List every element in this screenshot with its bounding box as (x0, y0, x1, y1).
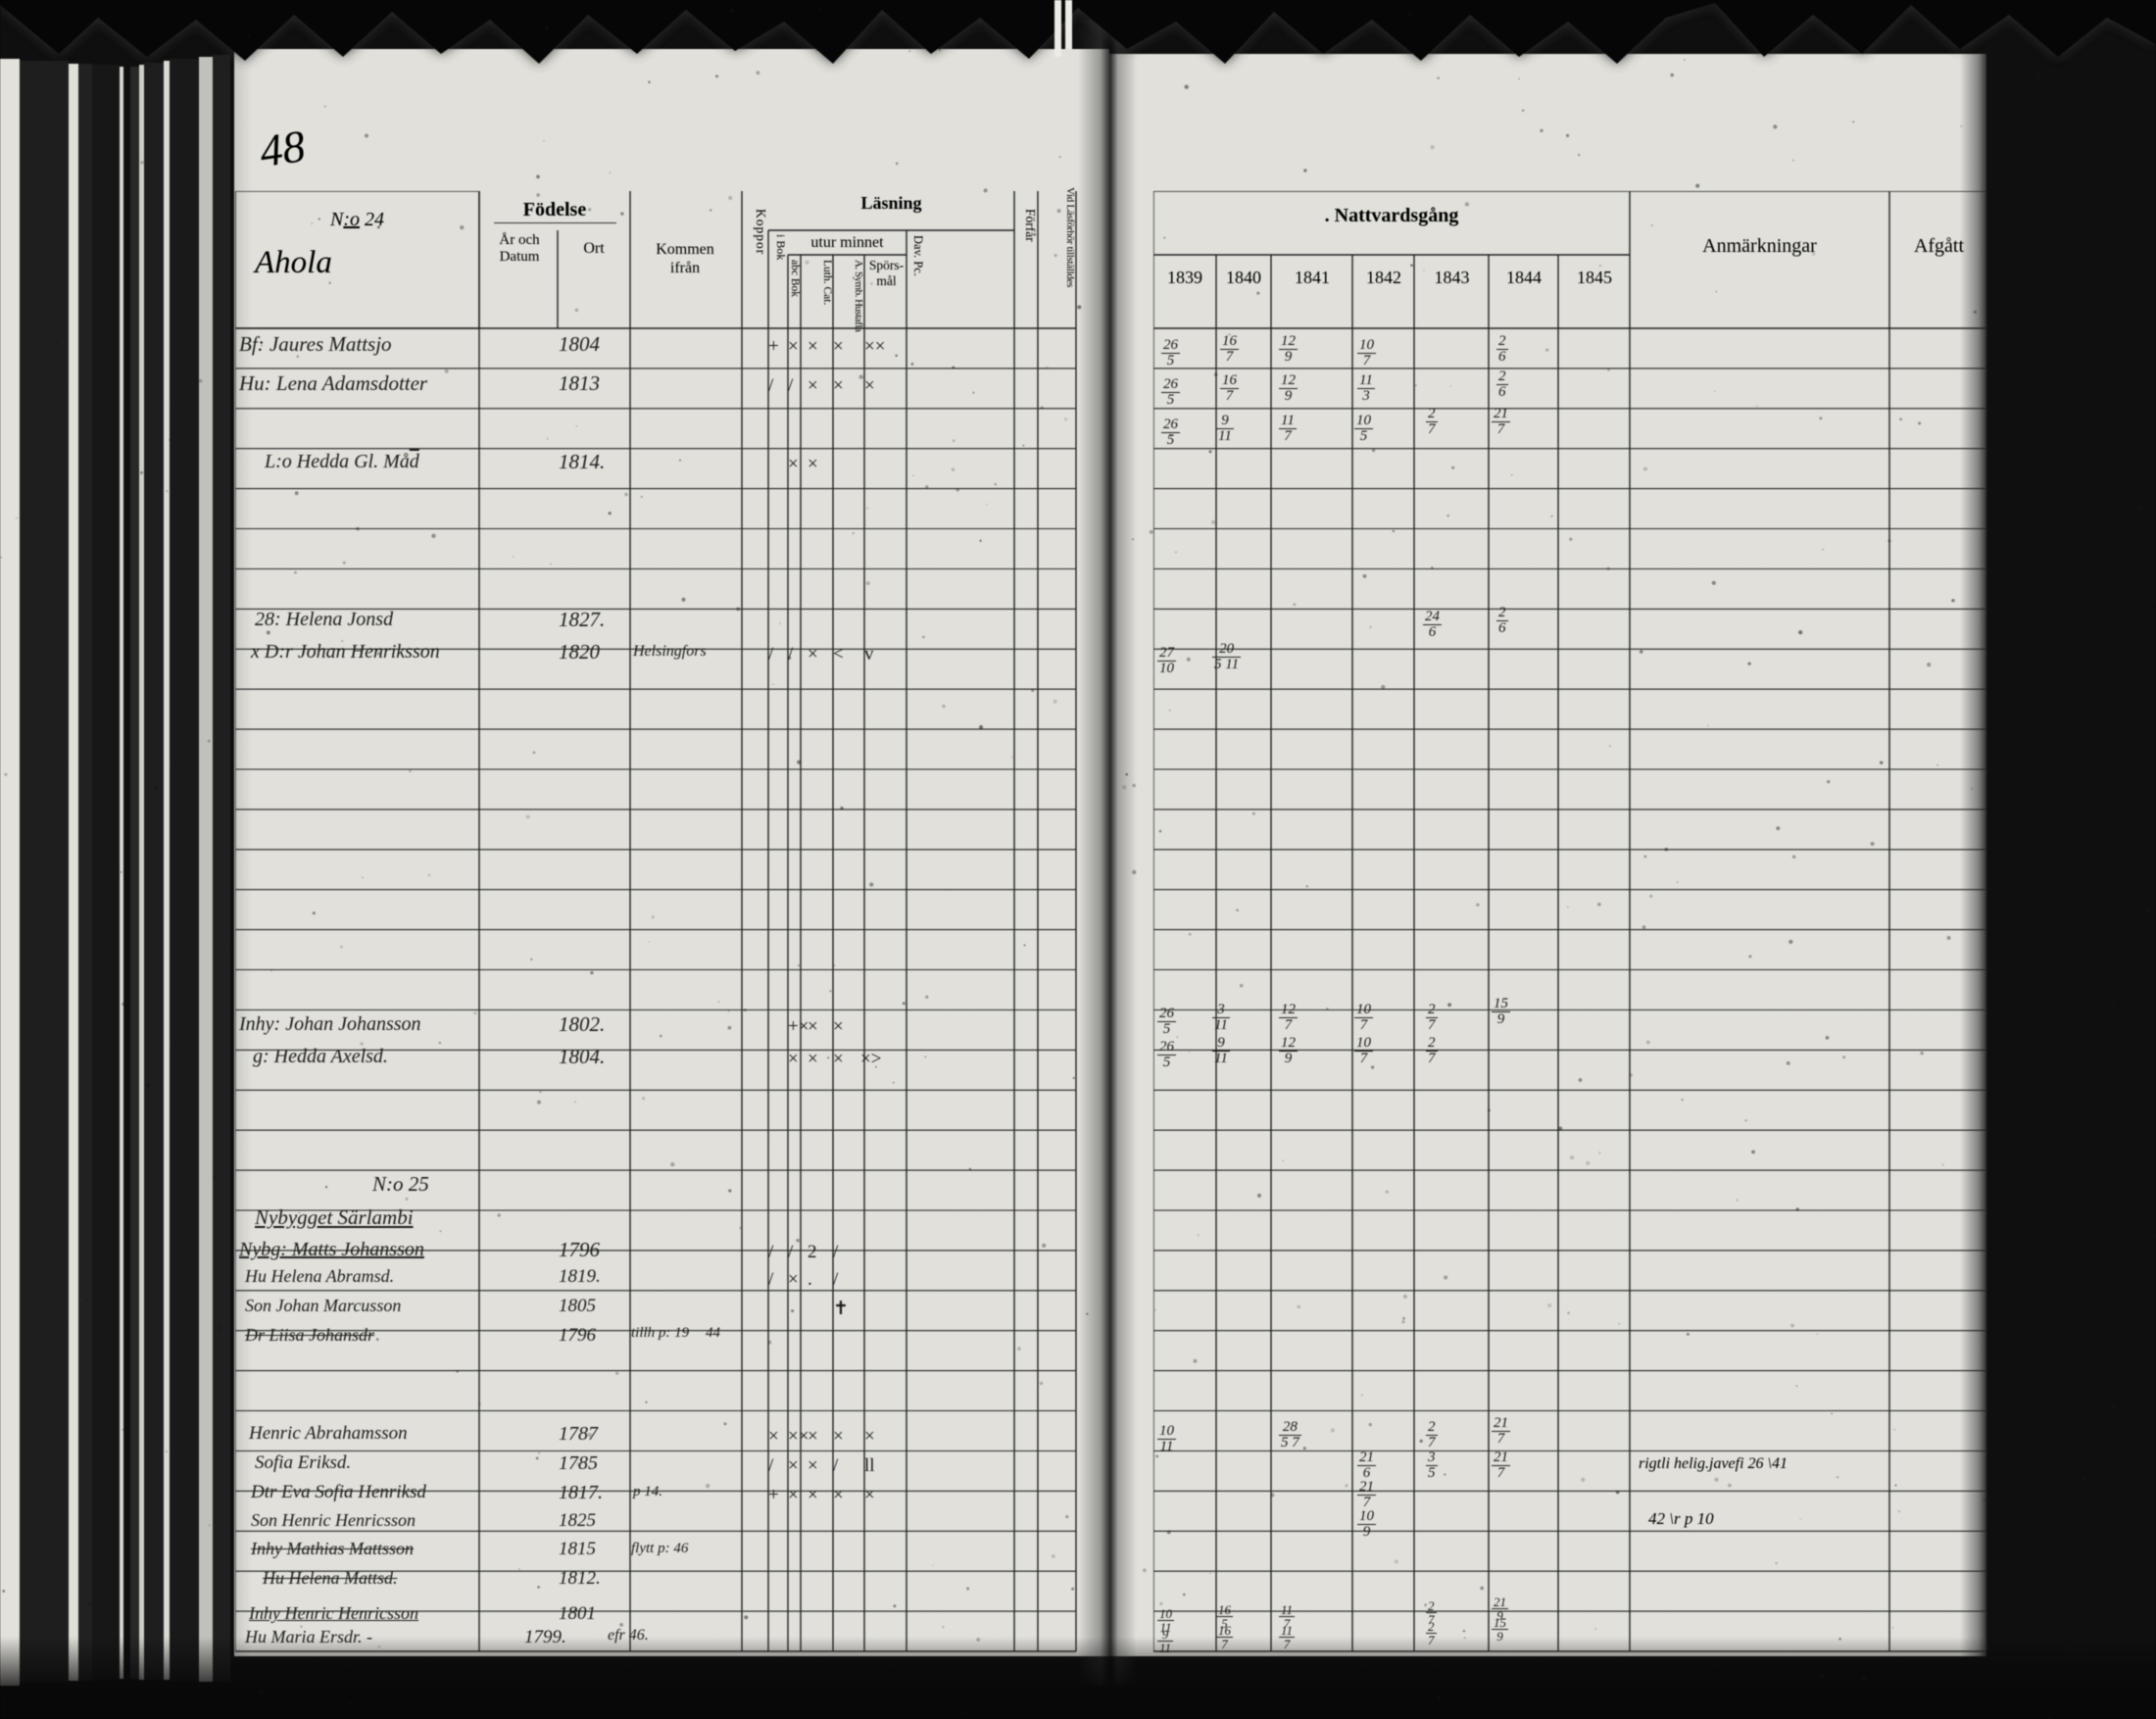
svg-text:×: × (833, 375, 844, 396)
svg-text:×: × (864, 1426, 875, 1447)
svg-text:+: + (768, 1485, 779, 1505)
svg-text:×: × (788, 454, 799, 474)
svg-text:×: × (808, 1455, 818, 1476)
svg-text:<: < (833, 644, 844, 664)
svg-text:×: × (833, 1016, 844, 1037)
svg-text:/: / (833, 1242, 839, 1262)
svg-text:×: × (808, 644, 818, 664)
svg-text:×: × (808, 1426, 818, 1447)
svg-text:×>: ×> (860, 1049, 881, 1069)
svg-text:×: × (833, 1426, 844, 1447)
svg-text:×: × (808, 1016, 818, 1037)
svg-text:×: × (788, 1269, 799, 1290)
svg-text:/: / (768, 375, 774, 396)
svg-text:v: v (864, 644, 874, 664)
svg-text:ll: ll (864, 1455, 875, 1476)
svg-text:××: ×× (788, 1426, 808, 1447)
svg-text:/: / (788, 375, 794, 396)
svg-text:✝: ✝ (833, 1299, 849, 1319)
svg-text:×: × (808, 375, 818, 396)
svg-text:/: / (768, 1242, 774, 1262)
svg-text:××: ×× (864, 336, 885, 357)
svg-text:/: / (788, 1242, 794, 1262)
svg-text:×: × (833, 336, 844, 357)
svg-text:×: × (768, 1426, 779, 1447)
svg-text:/: / (768, 1269, 774, 1290)
svg-text:×: × (864, 1485, 875, 1505)
svg-text:×: × (788, 1485, 799, 1505)
svg-text:×: × (788, 1455, 799, 1476)
svg-text:+×: +× (788, 1016, 808, 1037)
svg-text:+: + (768, 336, 779, 357)
svg-text:×: × (833, 1485, 844, 1505)
svg-text:2: 2 (808, 1242, 817, 1262)
svg-text:×: × (864, 375, 875, 396)
svg-text:/: / (833, 1455, 839, 1476)
svg-text:.: . (808, 1269, 812, 1290)
svg-text:×: × (788, 1049, 799, 1069)
svg-text:×: × (808, 454, 818, 474)
svg-text:/: / (833, 1269, 839, 1290)
svg-text:×: × (808, 1485, 818, 1505)
svg-text:×: × (808, 336, 818, 357)
svg-text:/: / (788, 644, 794, 664)
svg-text:×: × (833, 1049, 844, 1069)
svg-text:×: × (808, 1049, 818, 1069)
svg-text:/: / (768, 644, 774, 664)
svg-text:×: × (788, 336, 799, 357)
svg-text:/: / (768, 1455, 774, 1476)
